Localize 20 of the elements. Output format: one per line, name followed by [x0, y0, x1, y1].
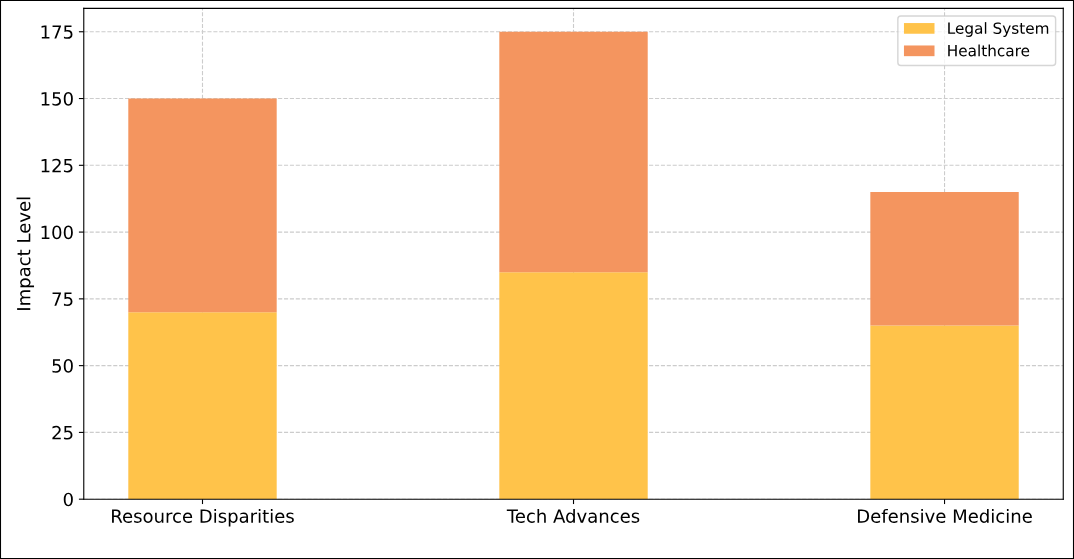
legend-label: Healthcare — [948, 44, 1030, 57]
y-tick-label: 75 — [52, 292, 73, 306]
y-tick-label: 0 — [63, 492, 73, 507]
x-tick-label: Tech Advances — [506, 508, 640, 523]
x-tick-label: Defensive Medicine — [858, 508, 1032, 523]
legend-label: Legal System — [948, 22, 1049, 37]
x-tick-label: Resource Disparities — [112, 508, 294, 527]
y-tick-label: 100 — [41, 225, 73, 240]
y-axis-title: Impact Level — [16, 197, 35, 310]
y-tick-label: 175 — [41, 25, 73, 39]
y-tick-label: 50 — [52, 359, 73, 373]
y-tick-label: 150 — [41, 91, 73, 106]
bar — [499, 272, 648, 500]
y-tick-label: 125 — [41, 158, 73, 173]
bar — [870, 325, 1019, 500]
bar — [499, 31, 648, 273]
bar — [128, 312, 277, 500]
y-tick-label: 25 — [52, 425, 73, 440]
bar — [128, 98, 277, 313]
bar — [870, 192, 1019, 326]
